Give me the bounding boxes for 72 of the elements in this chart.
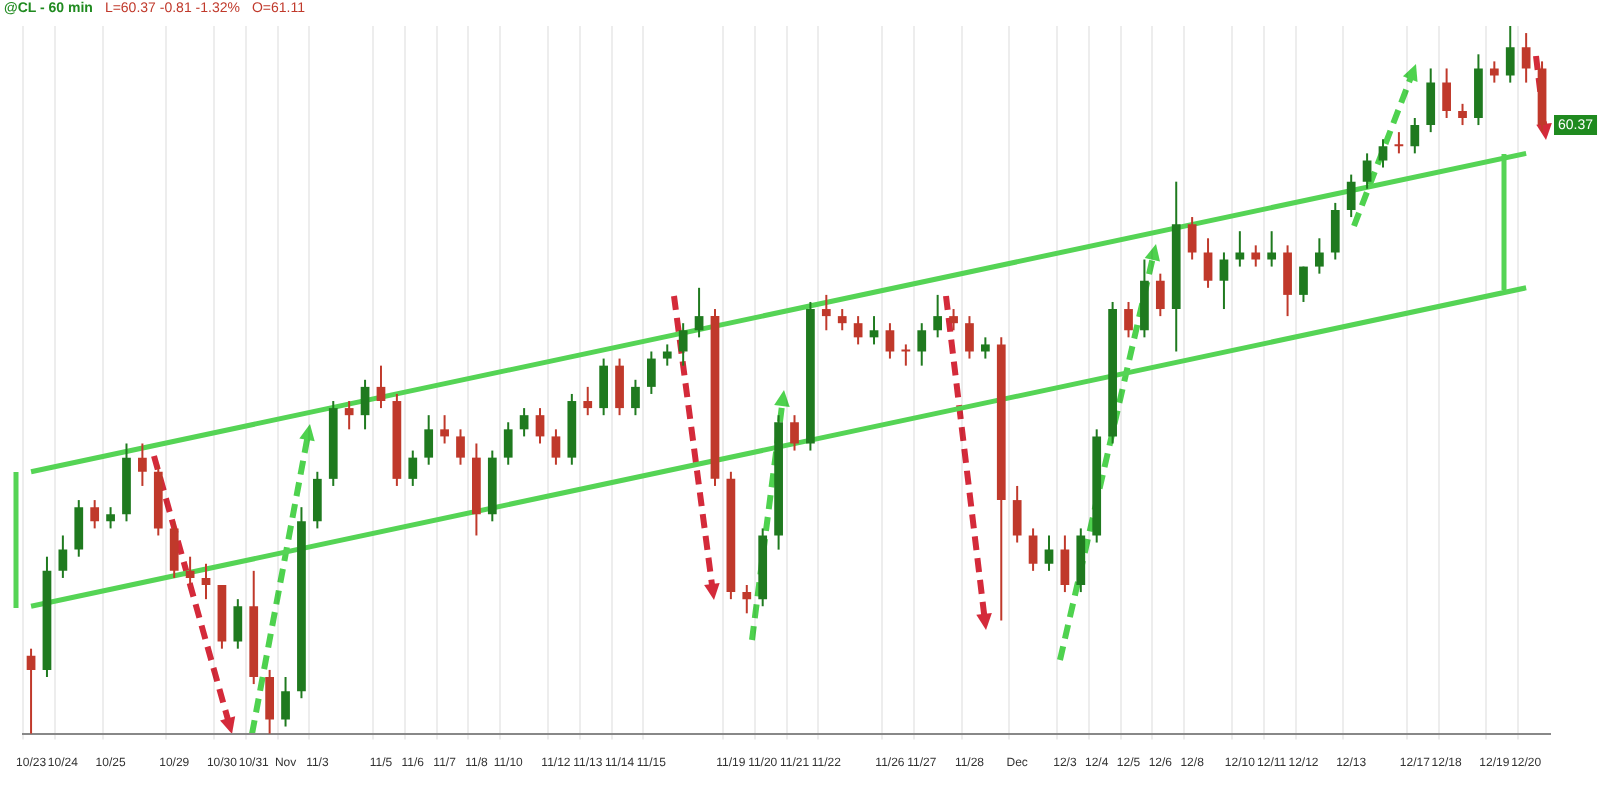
candlestick: [678, 322, 688, 367]
candlestick: [360, 378, 370, 431]
candlestick: [551, 428, 561, 466]
candlestick: [233, 598, 243, 650]
candlestick: [456, 428, 465, 466]
candlestick: [1060, 534, 1070, 594]
candlestick: [646, 350, 656, 395]
candlestick: [1044, 534, 1054, 572]
candlestick: [1489, 60, 1499, 84]
candlestick: [344, 400, 354, 431]
candlestick: [1505, 25, 1515, 84]
candlestick: [424, 414, 434, 466]
candlestick: [1521, 32, 1531, 84]
candlestick: [1458, 102, 1467, 127]
candlestick: [1012, 484, 1022, 544]
candlestick: [503, 421, 513, 466]
candlestick: [901, 343, 911, 367]
candlestick: [281, 675, 290, 728]
candlestick: [1410, 116, 1420, 155]
candlestick: [74, 499, 84, 558]
candlestick: [1283, 244, 1292, 318]
candlestick: [790, 414, 799, 452]
candlestick: [90, 499, 100, 530]
candlestick: [1187, 216, 1197, 261]
candlestick: [1219, 251, 1229, 311]
candlestick: [599, 357, 609, 417]
candlestick: [1235, 230, 1245, 268]
candlestick: [1299, 265, 1308, 303]
candlestick: [949, 308, 958, 332]
candlestick: [1426, 67, 1436, 134]
candlestick: [265, 668, 275, 735]
candlestick: [138, 442, 147, 487]
candlestick: [535, 407, 545, 445]
candlestick: [631, 378, 640, 417]
candlestick: [106, 506, 115, 530]
candlestick: [965, 315, 974, 360]
candlestick: [1251, 244, 1261, 268]
candlestick: [1028, 527, 1038, 572]
candlestick: [1124, 300, 1133, 339]
candlestick: [583, 385, 593, 417]
candlestick: [742, 584, 752, 615]
candlestick: [1315, 237, 1324, 275]
candlestick: [376, 364, 386, 410]
candlestick: [58, 534, 68, 579]
candlestick: [1378, 138, 1388, 169]
candlestick: [519, 407, 529, 438]
candlestick: [312, 470, 322, 530]
candlestick: [980, 336, 990, 360]
candlestick: [1442, 67, 1451, 119]
candlestick: [853, 315, 863, 346]
candlestick: [821, 293, 831, 332]
candlestick: [662, 343, 672, 367]
candlestick: [440, 414, 449, 445]
candlestick: [201, 562, 211, 601]
candlestick: [169, 520, 179, 579]
candlestick: [408, 449, 418, 487]
candlestick: [869, 315, 879, 346]
candlestick: [1203, 237, 1213, 289]
candlestick: [885, 322, 895, 360]
candlestick: [1267, 230, 1277, 268]
candlestick: [1155, 272, 1165, 318]
candlestick: [1394, 131, 1404, 155]
candlestick: [26, 647, 36, 735]
candlestick: [615, 357, 624, 417]
candlestick: [1362, 152, 1372, 190]
candlestick: [185, 555, 195, 586]
candlestick: [1346, 173, 1356, 219]
candlestick: [1330, 201, 1340, 261]
candlestick: [917, 322, 927, 367]
candlestick: [933, 293, 943, 339]
candlestick: [694, 286, 704, 339]
candlestick: [837, 308, 847, 332]
